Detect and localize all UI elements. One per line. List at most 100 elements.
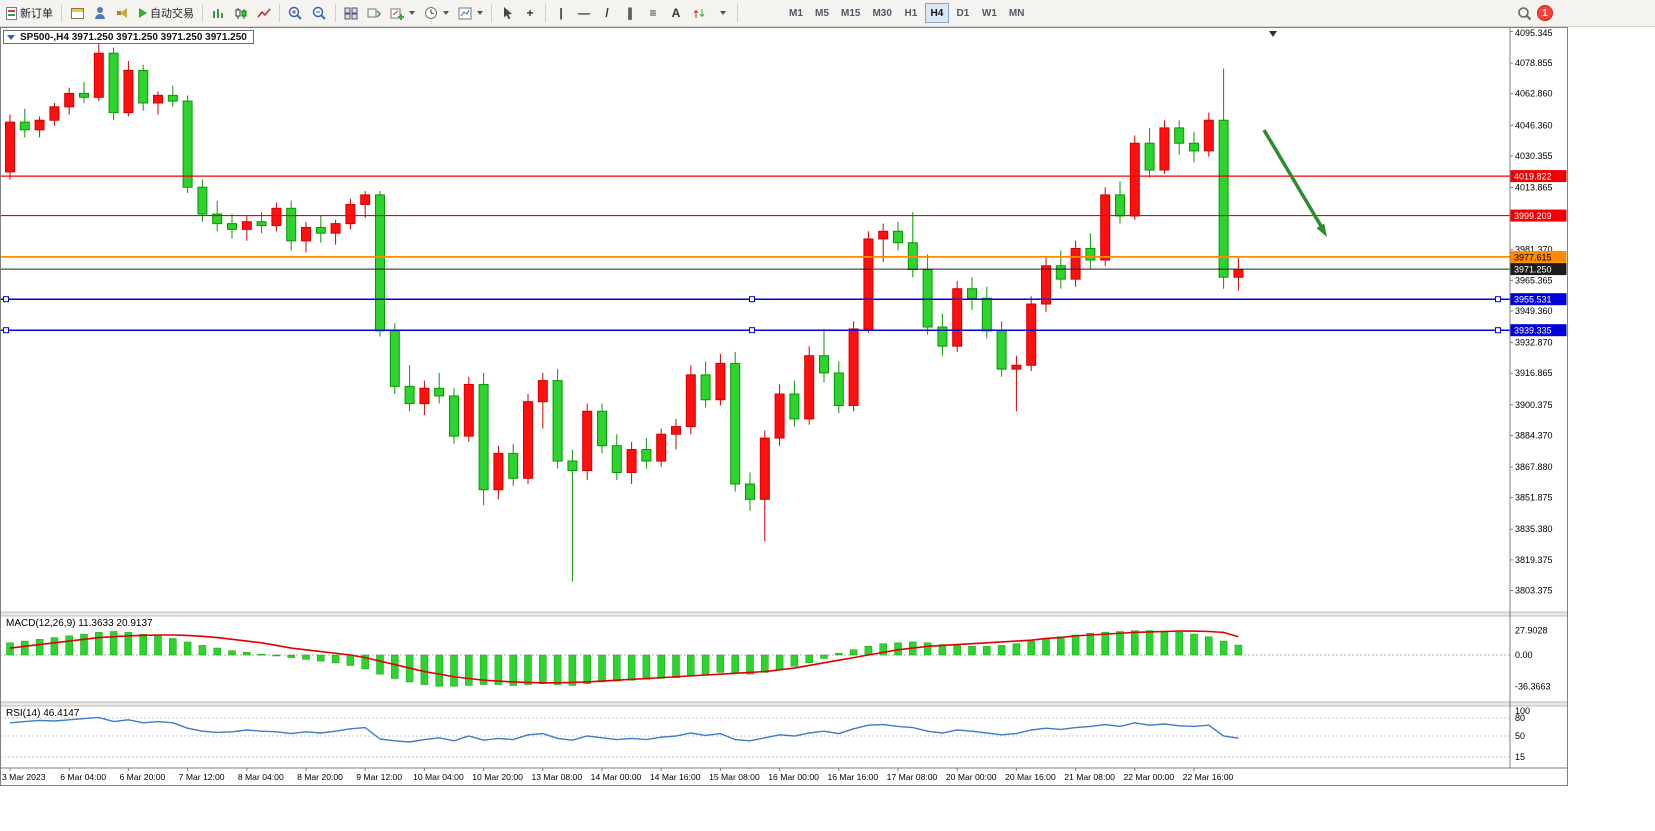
chart-window-icon [70, 7, 84, 19]
price-axis-label: 4030.355 [1515, 151, 1553, 161]
chart-shift-marker[interactable] [1269, 31, 1277, 37]
price-axis-label: 4062.860 [1515, 89, 1553, 99]
auto-trading-button[interactable]: 自动交易 [135, 2, 198, 25]
fibonacci-button[interactable]: ≡ [642, 2, 664, 25]
time-axis-label: 10 Mar 20:00 [472, 772, 523, 782]
price-level-tag-label: 3971.250 [1514, 265, 1552, 275]
objects-dropdown[interactable] [711, 2, 733, 25]
candle-body [967, 288, 977, 299]
new-order-icon [6, 6, 17, 20]
macd-axis-label: 27.9028 [1515, 626, 1548, 636]
alerts-button[interactable] [112, 2, 134, 25]
macd-bar [598, 654, 606, 683]
timeframe-mn[interactable]: MN [1004, 3, 1030, 23]
zoom-in-button[interactable] [284, 2, 307, 25]
play-icon [139, 8, 147, 18]
line-handle[interactable] [3, 296, 9, 303]
price-axis-label: 3835.380 [1515, 524, 1553, 534]
macd-bar [80, 633, 88, 656]
candle-body [641, 449, 652, 462]
cursor-icon [503, 7, 512, 20]
timeframe-m5[interactable]: M5 [810, 3, 834, 23]
bar-chart-button[interactable] [207, 2, 229, 25]
indicators-dropdown[interactable] [386, 2, 419, 25]
candle-body [1070, 248, 1081, 280]
macd-bar [198, 645, 207, 656]
macd-bar [553, 654, 562, 685]
trend-arrow-head [1316, 223, 1327, 237]
line-handle[interactable] [749, 327, 755, 334]
price-level-tag-label: 3955.531 [1514, 295, 1552, 305]
market-watch-button[interactable] [89, 2, 111, 25]
candle-body [1174, 127, 1185, 144]
rsi-axis-label: 50 [1515, 731, 1525, 741]
cursor-button[interactable] [496, 2, 518, 25]
red-hline-4019-tag [1510, 170, 1567, 183]
chevron-down-icon [477, 11, 483, 15]
line-chart-button[interactable] [253, 2, 275, 25]
macd-bar [716, 654, 725, 673]
timeframe-m15[interactable]: M15 [836, 3, 865, 23]
time-axis-label: 22 Mar 00:00 [1123, 772, 1174, 782]
timeframe-m1[interactable]: M1 [784, 3, 808, 23]
timeframe-d1[interactable]: D1 [951, 3, 975, 23]
candle-body [330, 223, 341, 234]
macd-bar [361, 654, 369, 670]
macd-bar [731, 654, 739, 674]
candle-body [819, 355, 829, 374]
text-tool-button[interactable]: A [665, 2, 687, 25]
macd-bar [1042, 638, 1050, 656]
macd-bar [183, 641, 192, 656]
timeframe-h1[interactable]: H1 [899, 3, 923, 23]
macd-bar [154, 635, 162, 656]
candle-body [537, 380, 548, 403]
macd-bar [775, 654, 784, 671]
vertical-line-button[interactable]: | [550, 2, 572, 25]
crosshair-button[interactable]: + [519, 2, 541, 25]
one-click-trading-arrow[interactable] [7, 34, 15, 40]
candlestick-chart-button[interactable] [230, 2, 252, 25]
time-axis-label: 16 Mar 16:00 [827, 772, 878, 782]
arrows-tool-button[interactable] [688, 2, 710, 25]
macd-bar [50, 637, 59, 656]
candle-body [493, 452, 504, 491]
line-handle[interactable] [749, 296, 755, 303]
chevron-down-icon [409, 11, 415, 15]
macd-bar [169, 638, 177, 656]
templates-dropdown[interactable] [454, 2, 487, 25]
chart-window-button[interactable] [66, 2, 88, 25]
periods-dropdown[interactable] [420, 2, 453, 25]
time-axis-label: 8 Mar 04:00 [238, 772, 284, 782]
candle-body [315, 226, 326, 234]
candle-body [79, 92, 89, 98]
chart-canvas[interactable]: 4095.345 4078.855 4062.860 4046.360 4030.355… [0, 27, 1568, 789]
timeframe-m30[interactable]: M30 [867, 3, 896, 23]
channel-button[interactable]: ∥ [619, 2, 641, 25]
fibonacci-icon: ≡ [649, 6, 657, 20]
zoom-out-button[interactable] [308, 2, 331, 25]
timeframe-w1[interactable]: W1 [977, 3, 1002, 23]
macd-bar [672, 654, 680, 678]
macd-bar [243, 652, 251, 656]
candle-body [1233, 269, 1244, 278]
macd-bar [391, 654, 399, 679]
line-handle[interactable] [1495, 296, 1501, 303]
trendline-button[interactable]: / [596, 2, 618, 25]
notification-badge[interactable]: 1 [1537, 5, 1553, 21]
candle-body [1203, 119, 1214, 152]
horizontal-line-button[interactable]: — [573, 2, 595, 25]
search-button[interactable] [1513, 2, 1536, 25]
line-handle[interactable] [3, 327, 9, 334]
auto-arrange-button[interactable] [363, 2, 385, 25]
price-axis-label: 3867.880 [1515, 462, 1553, 472]
candle-body [167, 94, 178, 102]
price-level-tag-label: 3977.615 [1514, 252, 1552, 262]
macd-bar [479, 654, 488, 685]
trend-arrow[interactable] [1262, 129, 1323, 227]
time-axis-label: 14 Mar 16:00 [650, 772, 701, 782]
candle-body [981, 297, 992, 332]
line-handle[interactable] [1495, 327, 1501, 334]
timeframe-h4[interactable]: H4 [924, 3, 949, 23]
tile-windows-button[interactable] [340, 2, 362, 25]
new-order-button[interactable]: 新订单 [2, 2, 57, 25]
